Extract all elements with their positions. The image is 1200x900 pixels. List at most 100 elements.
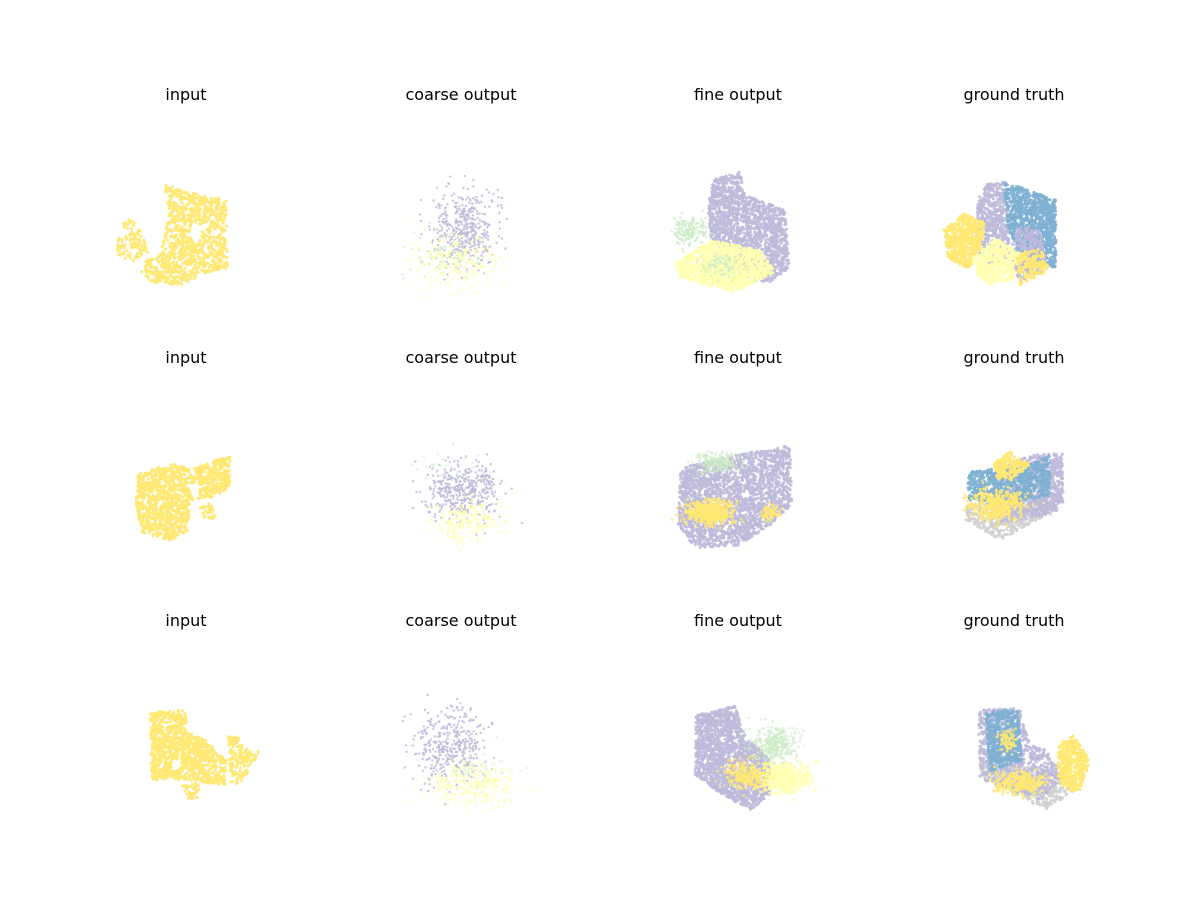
point-light-yellow bbox=[708, 285, 711, 288]
point-lavender bbox=[440, 215, 442, 217]
point-light-yellow bbox=[440, 272, 442, 274]
point-yellow bbox=[187, 203, 190, 206]
point-light-green bbox=[426, 250, 428, 252]
point-light-green bbox=[676, 221, 679, 224]
point-lavender bbox=[713, 223, 716, 226]
point-light-yellow bbox=[744, 269, 747, 272]
point-yellow bbox=[211, 265, 214, 268]
point-yellow bbox=[183, 196, 186, 199]
point-lavender bbox=[447, 263, 449, 265]
point-lavender bbox=[442, 218, 444, 220]
point-light-yellow bbox=[486, 284, 488, 286]
point-lavender bbox=[474, 219, 476, 221]
point-light-yellow bbox=[763, 257, 766, 260]
point-light-yellow bbox=[464, 265, 466, 267]
point-light-green bbox=[704, 217, 707, 220]
point-yellow bbox=[144, 260, 147, 263]
point-lavender bbox=[763, 225, 766, 228]
point-light-green bbox=[678, 230, 681, 233]
point-light-yellow bbox=[452, 292, 454, 294]
point-light-yellow bbox=[735, 244, 738, 247]
point-light-yellow bbox=[459, 290, 461, 292]
point-light-yellow bbox=[723, 252, 726, 255]
point-yellow bbox=[199, 222, 202, 225]
point-light-green bbox=[447, 233, 449, 235]
point-light-yellow bbox=[448, 254, 450, 256]
point-yellow bbox=[143, 244, 146, 247]
point-lavender bbox=[458, 196, 460, 198]
point-lavender bbox=[475, 202, 477, 204]
point-light-yellow bbox=[712, 240, 715, 243]
point-lavender bbox=[498, 235, 500, 237]
point-light-yellow bbox=[681, 276, 684, 279]
point-lavender bbox=[771, 220, 774, 223]
point-lavender bbox=[713, 191, 716, 194]
point-light-yellow bbox=[451, 269, 453, 271]
point-lavender bbox=[481, 195, 483, 197]
point-lavender bbox=[473, 239, 475, 241]
point-lavender bbox=[428, 225, 430, 227]
point-lavender bbox=[454, 248, 456, 250]
point-yellow bbox=[128, 239, 131, 242]
point-light-yellow bbox=[760, 273, 763, 276]
point-light-green bbox=[688, 244, 691, 247]
point-light-green bbox=[680, 238, 683, 241]
point-yellow bbox=[179, 193, 182, 196]
point-yellow bbox=[175, 263, 178, 266]
point-light-green bbox=[476, 261, 478, 263]
point-light-yellow bbox=[708, 278, 711, 281]
point-yellow bbox=[195, 193, 198, 196]
point-light-yellow bbox=[468, 249, 470, 251]
point-lavender bbox=[735, 215, 738, 218]
point-light-yellow bbox=[458, 252, 460, 254]
point-lavender bbox=[718, 189, 721, 192]
point-light-yellow bbox=[741, 279, 744, 282]
point-yellow bbox=[157, 261, 160, 264]
point-lavender bbox=[500, 204, 502, 206]
point-light-green bbox=[702, 209, 705, 212]
point-lavender bbox=[774, 207, 777, 210]
point-yellow bbox=[210, 200, 213, 203]
point-lavender bbox=[742, 210, 745, 213]
point-lavender bbox=[732, 177, 735, 180]
point-light-yellow bbox=[701, 274, 704, 277]
point-lavender bbox=[709, 218, 712, 221]
point-yellow bbox=[177, 224, 180, 227]
point-yellow bbox=[167, 264, 170, 267]
point-yellow bbox=[167, 260, 170, 263]
point-lavender bbox=[776, 256, 779, 259]
point-light-green bbox=[433, 227, 435, 229]
point-yellow bbox=[174, 215, 177, 218]
point-light-yellow bbox=[414, 243, 416, 245]
point-yellow bbox=[187, 193, 190, 196]
point-yellow bbox=[202, 215, 205, 218]
point-yellow bbox=[223, 243, 226, 246]
point-lavender bbox=[420, 199, 422, 201]
point-lavender bbox=[467, 196, 469, 198]
point-lavender bbox=[728, 174, 731, 177]
point-yellow bbox=[221, 211, 224, 214]
point-lavender bbox=[718, 206, 721, 209]
point-lavender bbox=[711, 207, 714, 210]
point-lavender bbox=[483, 250, 485, 252]
point-lavender bbox=[736, 239, 739, 242]
point-lavender bbox=[460, 210, 462, 212]
point-lavender bbox=[495, 242, 497, 244]
point-light-yellow bbox=[689, 254, 692, 257]
point-lavender bbox=[710, 191, 713, 194]
point-lavender bbox=[716, 215, 719, 218]
point-yellow bbox=[151, 258, 154, 261]
point-lavender bbox=[749, 242, 752, 245]
point-yellow bbox=[209, 197, 212, 200]
point-lavender bbox=[486, 189, 488, 191]
point-yellow bbox=[189, 207, 192, 210]
point-yellow bbox=[216, 200, 219, 203]
point-light-yellow bbox=[419, 266, 421, 268]
point-light-green bbox=[686, 233, 689, 236]
point-light-green bbox=[674, 232, 677, 235]
point-lavender bbox=[783, 262, 786, 265]
point-light-green bbox=[429, 222, 431, 224]
point-light-yellow bbox=[465, 253, 467, 255]
point-lavender bbox=[501, 197, 503, 199]
point-yellow bbox=[162, 241, 165, 244]
